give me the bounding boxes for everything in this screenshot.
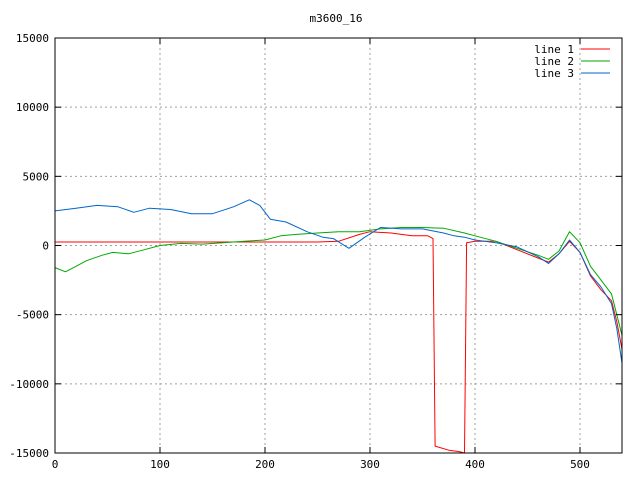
axis-ticks: 0 100 200 300 400 500 -15000 -10000 -5000 0 5000 10… [9,32,622,471]
chart-title: m3600_16 [310,12,363,25]
y-tick-label: -5000 [16,309,49,322]
legend-label: line 3 [534,67,574,80]
series-layer [54,199,623,454]
series-line-3 [54,199,623,364]
legend-label: line 2 [534,55,574,68]
x-tick-label: 100 [150,458,170,471]
y-tick-label: 0 [42,240,49,253]
grid [55,38,622,453]
legend-label: line 1 [534,43,574,56]
x-tick-label: 400 [465,458,485,471]
x-tick-label: 500 [570,458,590,471]
x-tick-label: 200 [255,458,275,471]
x-tick-label: 0 [52,458,59,471]
y-tick-label: -15000 [9,447,49,460]
y-tick-label: 15000 [16,32,49,45]
series-line-2 [54,227,623,336]
y-tick-label: 10000 [16,101,49,114]
x-tick-label: 300 [360,458,380,471]
y-tick-label: 5000 [23,170,50,183]
y-tick-label: -10000 [9,378,49,391]
